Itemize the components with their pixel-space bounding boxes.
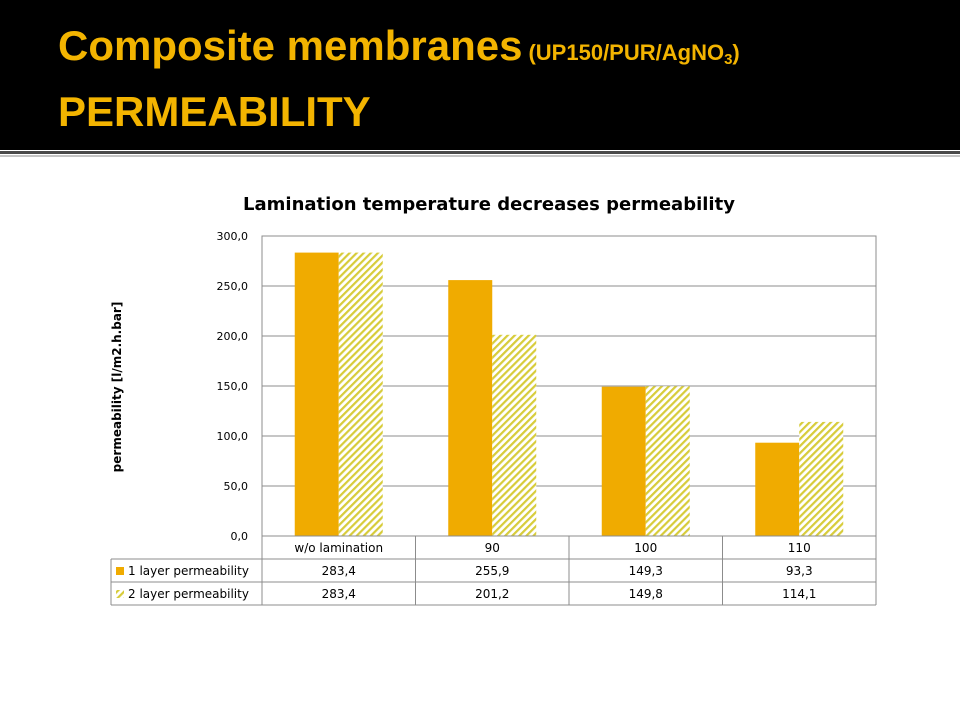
data-table-value: 283,4 xyxy=(322,564,356,578)
category-label: w/o lamination xyxy=(294,541,383,555)
bar-series2 xyxy=(799,421,844,536)
title-sub-suffix: ) xyxy=(732,40,740,65)
y-tick-label: 300,0 xyxy=(217,230,249,243)
y-tick-label: 200,0 xyxy=(217,330,249,343)
title-line2: PERMEABILITY xyxy=(58,88,371,135)
y-axis-label: permeability [l/m2.h.bar] xyxy=(110,302,124,473)
data-table-value: 149,3 xyxy=(629,564,663,578)
legend-key xyxy=(116,590,124,598)
title-sub-subscript: 3 xyxy=(724,51,733,68)
bar-series1 xyxy=(601,386,646,536)
bar-series1 xyxy=(755,442,800,536)
y-tick-label: 150,0 xyxy=(217,380,249,393)
title-subtitle: (UP150/PUR/AgNO3) xyxy=(528,40,740,68)
category-label: 90 xyxy=(485,541,500,555)
legend-key xyxy=(116,567,124,575)
bar-series2 xyxy=(338,252,383,536)
data-table-value: 255,9 xyxy=(475,564,509,578)
plot-area: 0,0 50,0 100,0 150,0 200,0 250,0 300,0 w/o lami… xyxy=(110,230,877,606)
header-rule-dark xyxy=(0,151,960,154)
data-table-value: 283,4 xyxy=(322,587,356,601)
title-sub-prefix: (UP150/PUR/AgNO xyxy=(528,40,725,65)
data-table-value: 201,2 xyxy=(475,587,509,601)
title-main: Composite membranes xyxy=(58,22,523,69)
legend-label: 1 layer permeability xyxy=(128,564,249,578)
header-rule-light xyxy=(0,155,960,157)
data-table-value: 149,8 xyxy=(629,587,663,601)
y-tick-label: 0,0 xyxy=(231,530,249,543)
data-table-value: 93,3 xyxy=(786,564,813,578)
y-tick-label: 100,0 xyxy=(217,430,249,443)
y-tick-label: 50,0 xyxy=(224,480,249,493)
y-tick-label: 250,0 xyxy=(217,280,249,293)
category-label: 100 xyxy=(634,541,657,555)
bar-series1 xyxy=(294,252,339,536)
slide-title: Composite membranes (UP150/PUR/AgNO3) xyxy=(58,22,740,70)
data-table-value: 114,1 xyxy=(782,587,816,601)
chart-title: Lamination temperature decreases permeab… xyxy=(243,194,735,215)
bar-series2 xyxy=(492,334,537,536)
legend-label: 2 layer permeability xyxy=(128,587,249,601)
category-label: 110 xyxy=(788,541,811,555)
slide-header: Composite membranes (UP150/PUR/AgNO3) PER… xyxy=(0,0,960,150)
bar-series1 xyxy=(448,280,493,536)
bar-series2 xyxy=(645,386,690,536)
